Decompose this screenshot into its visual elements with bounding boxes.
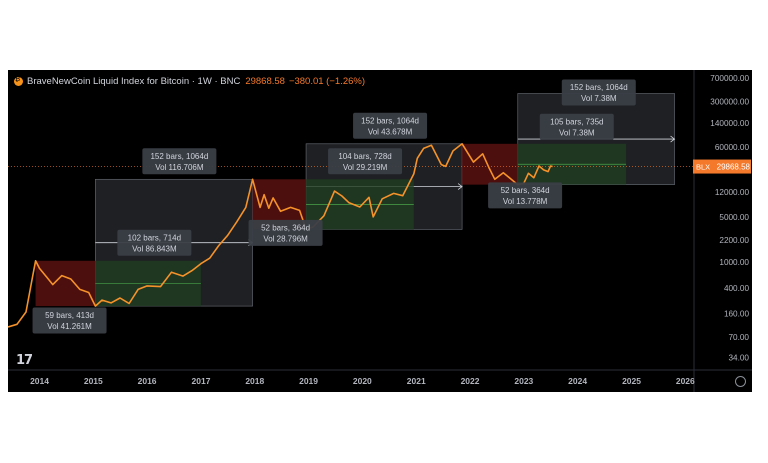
measure-label-box [142, 148, 217, 175]
measure-label-bars: 104 bars, 728d [338, 152, 391, 161]
y-tick-label: 1000.00 [719, 258, 749, 267]
x-tick-label: 2017 [192, 376, 211, 386]
measure-label-volume: Vol 116.706M [155, 163, 204, 172]
measure-label-bars: 152 bars, 1064d [150, 152, 208, 161]
measure-label-bars: 152 bars, 1064d [570, 83, 628, 92]
y-tick-label: 12000.00 [715, 188, 750, 197]
y-tick-label: 700000.00 [710, 74, 749, 83]
x-tick-label: 2022 [461, 376, 480, 386]
x-tick-label: 2016 [138, 376, 157, 386]
y-tick-label: 5000.00 [719, 213, 749, 222]
measure-label-volume: Vol 29.219M [343, 163, 388, 172]
price-line-series [8, 143, 553, 328]
measure-label-volume: Vol 28.796M [263, 234, 308, 243]
measure-label-bars: 105 bars, 735d [550, 117, 603, 126]
measure-label-volume: Vol 41.261M [47, 322, 92, 331]
measure-label-box [539, 113, 614, 140]
settings-icon[interactable] [735, 376, 746, 387]
chart-frame[interactable]: 59 bars, 413d Vol 41.261M 102 bars, 714d Vo… [8, 70, 752, 392]
measure-label-box [248, 219, 323, 246]
bitcoin-coin-icon [14, 75, 23, 86]
x-tick-label: 2024 [568, 376, 587, 386]
symbol-title[interactable]: BraveNewCoin Liquid Index for Bitcoin · … [27, 76, 241, 87]
x-tick-label: 2018 [245, 376, 264, 386]
measure-label-box [328, 148, 403, 175]
y-tick-label: 34.00 [729, 353, 750, 362]
measure-label-volume: Vol 7.38M [581, 94, 617, 103]
measure-label-bars: 152 bars, 1064d [361, 116, 419, 125]
last-price-badge [693, 159, 751, 174]
measure-label-box [353, 112, 428, 139]
header-price: 29868.58 [245, 76, 285, 87]
measure-label-volume: Vol 13.778M [503, 197, 548, 206]
x-tick-label: 2014 [30, 376, 49, 386]
measure-label-bars: 102 bars, 714d [128, 233, 181, 242]
x-tick-label: 2019 [299, 376, 318, 386]
measure-arrow-head [670, 135, 676, 143]
measure-label-box [561, 79, 636, 106]
chart-plot[interactable]: 59 bars, 413d Vol 41.261M 102 bars, 714d Vo… [8, 70, 752, 392]
bear-zone [35, 260, 96, 307]
header-change: −380.01 (−1.26%) [288, 76, 365, 87]
x-tick-label: 2020 [353, 376, 372, 386]
x-tick-label: 2015 [84, 376, 103, 386]
measure-label-bars: 52 bars, 364d [501, 186, 550, 195]
y-tick-label: 160.00 [724, 310, 749, 319]
measure-label-box [32, 307, 107, 334]
measure-label-volume: Vol 7.38M [559, 128, 595, 137]
measure-label-volume: Vol 86.843M [132, 244, 177, 253]
last-price-value: 29868.58 [717, 163, 751, 172]
y-tick-label: 300000.00 [710, 98, 749, 107]
y-tick-label: 2200.00 [719, 236, 749, 245]
y-tick-label: 70.00 [729, 333, 750, 342]
y-tick-label: 140000.00 [710, 119, 749, 128]
measure-label-box [117, 229, 192, 256]
last-price-symbol: BLX [696, 163, 710, 172]
x-tick-label: 2023 [514, 376, 533, 386]
x-tick-label: 2025 [622, 376, 641, 386]
measure-label-bars: 59 bars, 413d [45, 311, 94, 320]
tradingview-logo-icon[interactable]: 17 [16, 353, 33, 368]
measure-label-bars: 52 bars, 364d [261, 223, 310, 232]
chart-header: BraveNewCoin Liquid Index for Bitcoin · … [14, 75, 365, 87]
x-tick-label: 2026 [676, 376, 695, 386]
measure-arrow-head [457, 183, 463, 190]
x-tick-label: 2021 [407, 376, 426, 386]
measure-label-box [488, 182, 563, 209]
y-tick-label: 60000.00 [715, 143, 750, 152]
measure-label-volume: Vol 43.678M [368, 127, 413, 136]
y-tick-label: 400.00 [724, 284, 749, 293]
